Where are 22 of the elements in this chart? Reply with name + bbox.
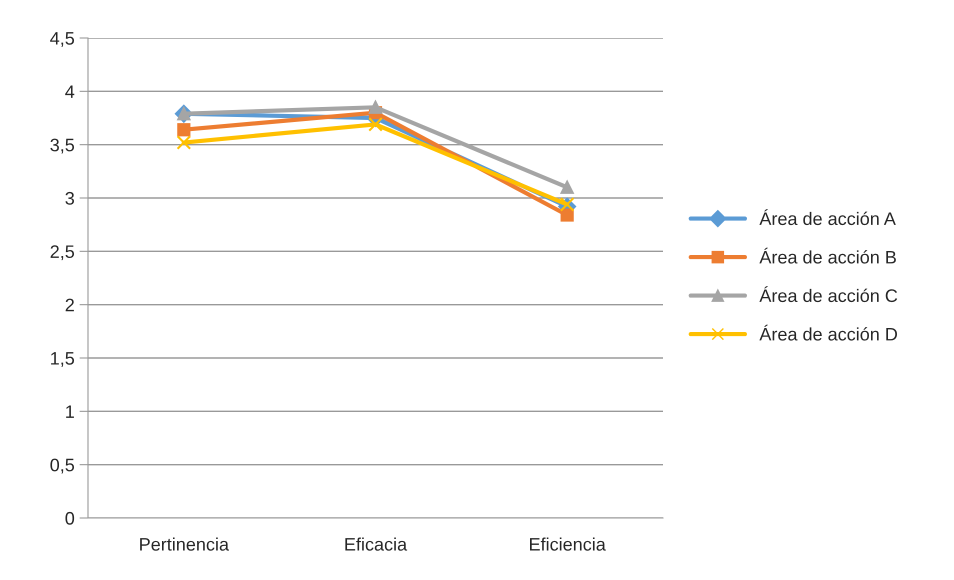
x-tick-label: Eficacia	[345, 537, 408, 551]
y-tick-label: 0	[65, 512, 74, 525]
y-tick-label: 3,5	[50, 138, 74, 154]
x-tick-label: Eficiencia	[530, 537, 606, 551]
y-tick-label: 1,5	[51, 352, 74, 367]
y-tick-label: 3	[65, 192, 74, 205]
point	[177, 123, 190, 136]
y-tick-label: 0,5	[50, 458, 74, 474]
point	[560, 180, 574, 194]
y-tick-label: 2,5	[50, 245, 74, 260]
point	[560, 208, 574, 222]
y-tick-label: 1	[66, 405, 74, 418]
y-tick-label: 4	[65, 85, 74, 98]
legend-label: Área de acción D	[759, 324, 897, 341]
legend-label: Área de acción A	[759, 209, 896, 226]
point	[560, 197, 574, 212]
y-tick-label: 4,5	[50, 32, 74, 47]
legend-label: Área de acción C	[759, 286, 898, 302]
x-tick-label: Pertinencia	[140, 537, 229, 551]
legend-label: Área de acción B	[759, 248, 896, 264]
y-tick-label: 2	[66, 298, 74, 312]
point	[176, 135, 192, 150]
